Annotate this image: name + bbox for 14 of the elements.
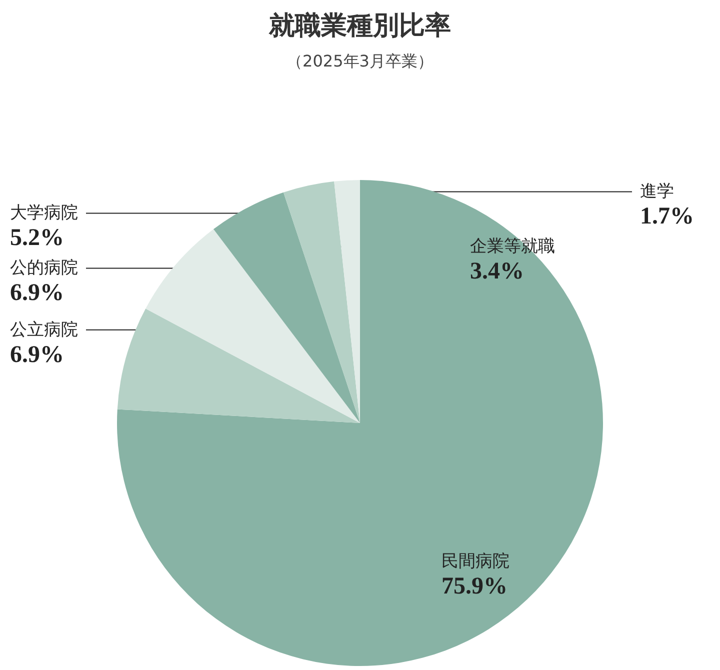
data-label: 6.9% [10,342,64,368]
data-label: 6.9% [10,280,64,306]
data-label: 3.4% [470,258,524,285]
chart-title: 就職業種別比率 [268,11,451,41]
slice-label: 進学 [640,182,674,202]
data-label: 5.2% [10,225,64,252]
slice-label: 公立病院 [10,320,78,340]
slice-label: 大学病院 [10,203,78,224]
slice-label: 企業等就職 [470,236,555,257]
data-label: 1.7% [640,204,694,230]
slice-label: 民間病院 [442,551,510,572]
slice-label: 公的病院 [10,258,78,278]
data-label: 75.9% [442,573,508,600]
chart-subtitle: （2025年3月卒業） [286,52,434,70]
